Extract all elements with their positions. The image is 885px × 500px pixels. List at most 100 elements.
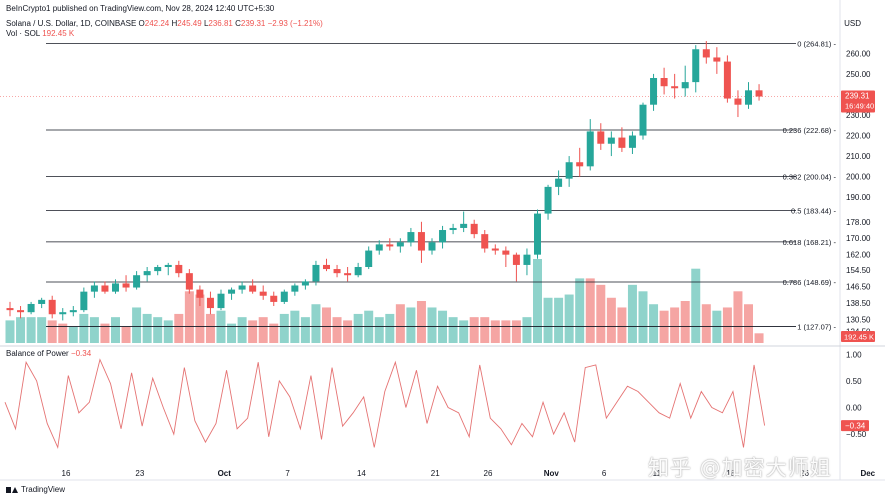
price-axis-label: 210.00 — [846, 152, 871, 161]
last-price-tag — [841, 90, 875, 113]
bop-axis-label: 0.50 — [846, 377, 862, 386]
candle-body — [607, 137, 615, 144]
candle-body — [48, 299, 56, 315]
time-axis-label: 21 — [431, 469, 440, 478]
volume-bar — [691, 268, 701, 343]
price-axis-label: 170.00 — [846, 234, 871, 243]
candle-body — [354, 266, 362, 276]
time-axis-label: 26 — [484, 469, 493, 478]
candle-body — [755, 90, 763, 97]
candle-body — [671, 86, 679, 89]
candle-body — [650, 78, 658, 105]
candle-body — [291, 285, 299, 292]
volume-bar — [501, 320, 511, 343]
candle-body — [164, 264, 172, 267]
candle-body — [312, 264, 320, 282]
candle-body — [27, 303, 35, 313]
volume-bar — [322, 307, 331, 343]
open-value: 242.24 — [144, 19, 170, 28]
volume-bar — [237, 317, 247, 343]
candle-body — [681, 82, 689, 89]
candle-body — [407, 232, 415, 243]
publisher-line: BeInCrypto1 published on TradingView.com… — [6, 4, 275, 13]
volume-bar — [216, 310, 226, 343]
candle-body — [365, 250, 373, 267]
volume-bar — [121, 326, 131, 343]
candle-body — [534, 213, 541, 255]
candle-body — [228, 289, 236, 294]
volume-bar — [459, 320, 469, 343]
volume-bar — [89, 317, 99, 343]
fib-level-label: 0.5 (183.44) - — [791, 207, 837, 216]
volume-bar — [438, 310, 448, 343]
bop-current-value: −0.34 — [71, 349, 92, 358]
candle-body — [544, 186, 552, 214]
candle-body — [470, 223, 478, 235]
time-axis-label: 14 — [357, 469, 366, 478]
candle-body — [417, 232, 425, 251]
last-price-value: 239.31 — [845, 91, 870, 100]
high-label: H — [171, 19, 178, 28]
watermark: 知乎 @加密大师姐 — [648, 456, 832, 480]
volume-bar — [670, 307, 680, 343]
volume-label: Vol · SOL — [6, 29, 40, 38]
volume-bar — [332, 317, 342, 343]
candle-body — [259, 291, 267, 296]
candle-body — [175, 264, 183, 274]
candle-body — [80, 291, 88, 311]
time-axis-label: 23 — [135, 469, 144, 478]
candle-body — [702, 49, 710, 58]
volume-bar — [554, 297, 564, 343]
candle-body — [6, 308, 14, 311]
candle-body — [59, 312, 67, 315]
volume-bar — [364, 310, 374, 343]
candle-body — [512, 254, 520, 265]
volume-value: 192.45 K — [42, 29, 75, 38]
volume-bar — [258, 317, 268, 343]
volume-bar — [184, 291, 194, 343]
volume-bar — [153, 317, 163, 343]
candle-body — [460, 223, 468, 228]
footer-brand: TradingView — [21, 485, 66, 494]
candle-body — [196, 289, 204, 298]
volume-bar — [680, 301, 690, 343]
candle-body — [238, 285, 246, 290]
candle-body — [344, 273, 352, 276]
candle-body — [481, 234, 489, 249]
close-label: C — [235, 19, 241, 28]
candle-body — [386, 244, 394, 247]
time-axis-label: 18 — [726, 469, 735, 478]
volume-bar — [26, 317, 36, 343]
volume-bar — [5, 320, 15, 343]
volume-bar — [79, 313, 89, 343]
candle-body — [439, 230, 447, 243]
volume-bar — [511, 320, 521, 343]
bop-current-tag — [841, 420, 869, 432]
volume-bar — [659, 310, 669, 343]
fib-level-label: 1 (127.07) - — [797, 322, 836, 331]
candle-body — [154, 266, 162, 272]
close-value: 239.31 — [240, 19, 266, 28]
volume-bar — [596, 284, 606, 343]
time-axis-label: 7 — [285, 469, 290, 478]
time-axis-label: Oct — [218, 469, 232, 478]
time-axis-label: 11 — [653, 469, 662, 478]
volume-bar — [16, 317, 26, 343]
volume-legend: Vol · SOL 192.45 K — [6, 29, 74, 39]
volume-bar — [174, 313, 184, 343]
price-axis-label: 162.00 — [846, 251, 871, 260]
bop-current-tag-value: −0.34 — [845, 422, 866, 431]
volume-bar — [37, 317, 47, 343]
candle-body — [333, 269, 341, 274]
volume-bar — [290, 310, 300, 343]
volume-bar — [649, 304, 659, 343]
fib-level-label: 0 (264.81) - — [797, 39, 836, 48]
price-axis-label: 178.00 — [846, 218, 871, 227]
volume-bar — [733, 291, 743, 343]
bar-countdown: 16:49:40 — [845, 101, 874, 110]
candle-body — [628, 135, 636, 148]
candle-body — [323, 264, 330, 270]
time-axis-label: 26 — [800, 469, 809, 478]
candle-body — [301, 281, 309, 286]
